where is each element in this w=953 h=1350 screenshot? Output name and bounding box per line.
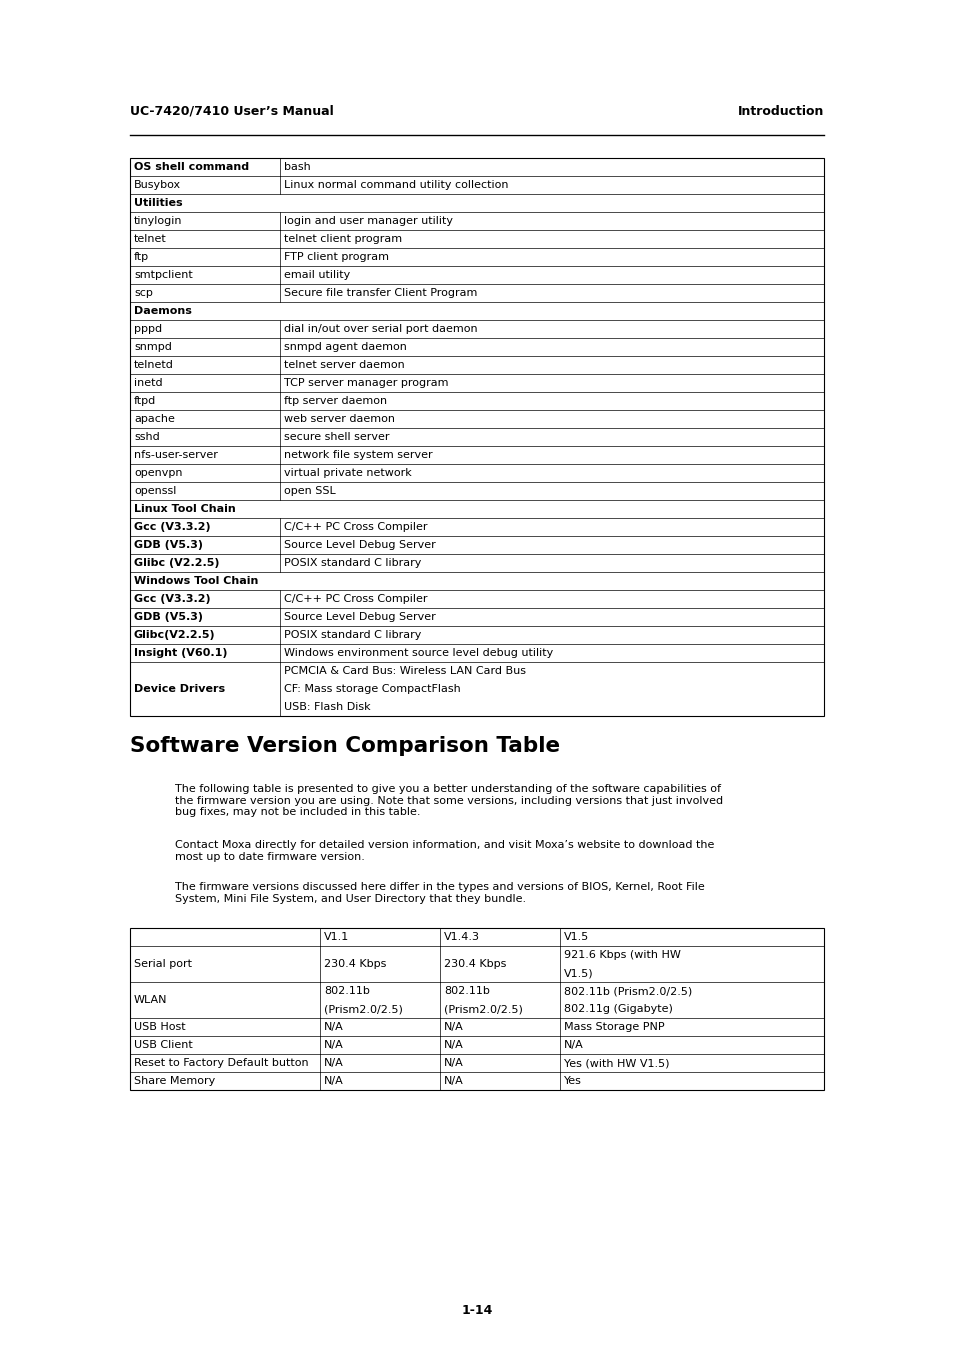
Text: N/A: N/A (324, 1022, 343, 1031)
Text: Busybox: Busybox (133, 180, 181, 190)
Text: nfs-user-server: nfs-user-server (133, 450, 217, 460)
Text: 802.11b: 802.11b (324, 986, 370, 996)
Text: Glibc(V2.2.5): Glibc(V2.2.5) (133, 630, 215, 640)
Text: virtual private network: virtual private network (284, 468, 412, 478)
Text: N/A: N/A (324, 1076, 343, 1085)
Text: CF: Mass storage CompactFlash: CF: Mass storage CompactFlash (284, 684, 460, 694)
Text: telnet client program: telnet client program (284, 234, 402, 244)
Text: FTP client program: FTP client program (284, 252, 389, 262)
Text: smtpclient: smtpclient (133, 270, 193, 279)
Text: telnet: telnet (133, 234, 167, 244)
Text: ftp: ftp (133, 252, 149, 262)
Text: 921.6 Kbps (with HW: 921.6 Kbps (with HW (563, 950, 680, 960)
Text: telnet server daemon: telnet server daemon (284, 360, 404, 370)
Text: Yes: Yes (563, 1076, 581, 1085)
Text: (Prism2.0/2.5): (Prism2.0/2.5) (324, 1004, 402, 1014)
Text: Introduction: Introduction (737, 105, 823, 117)
Text: apache: apache (133, 414, 174, 424)
Text: Yes (with HW V1.5): Yes (with HW V1.5) (563, 1058, 669, 1068)
Text: telnetd: telnetd (133, 360, 173, 370)
Bar (130, 927, 823, 1089)
Text: 230.4 Kbps: 230.4 Kbps (324, 958, 386, 969)
Text: pppd: pppd (133, 324, 162, 333)
Text: The following table is presented to give you a better understanding of the softw: The following table is presented to give… (174, 784, 722, 817)
Text: dial in/out over serial port daemon: dial in/out over serial port daemon (284, 324, 477, 333)
Text: Contact Moxa directly for detailed version information, and visit Moxa’s website: Contact Moxa directly for detailed versi… (174, 840, 714, 861)
Text: secure shell server: secure shell server (284, 432, 389, 441)
Text: N/A: N/A (443, 1040, 463, 1050)
Text: 1-14: 1-14 (461, 1304, 492, 1316)
Text: Gcc (V3.3.2): Gcc (V3.3.2) (133, 522, 211, 532)
Text: N/A: N/A (324, 1058, 343, 1068)
Text: web server daemon: web server daemon (284, 414, 395, 424)
Text: N/A: N/A (443, 1076, 463, 1085)
Text: GDB (V5.3): GDB (V5.3) (133, 540, 203, 549)
Text: Mass Storage PNP: Mass Storage PNP (563, 1022, 664, 1031)
Text: 802.11b (Prism2.0/2.5): 802.11b (Prism2.0/2.5) (563, 986, 692, 996)
Text: USB: Flash Disk: USB: Flash Disk (284, 702, 370, 711)
Text: Utilities: Utilities (133, 198, 182, 208)
Text: Source Level Debug Server: Source Level Debug Server (284, 612, 436, 622)
Text: N/A: N/A (563, 1040, 583, 1050)
Text: Glibc (V2.2.5): Glibc (V2.2.5) (133, 558, 219, 568)
Text: Windows Tool Chain: Windows Tool Chain (133, 576, 258, 586)
Text: WLAN: WLAN (133, 995, 168, 1004)
Text: PCMCIA & Card Bus: Wireless LAN Card Bus: PCMCIA & Card Bus: Wireless LAN Card Bus (284, 666, 525, 676)
Text: openssl: openssl (133, 486, 176, 495)
Bar (130, 158, 823, 716)
Text: N/A: N/A (443, 1058, 463, 1068)
Text: C/C++ PC Cross Compiler: C/C++ PC Cross Compiler (284, 594, 427, 603)
Text: USB Client: USB Client (133, 1040, 193, 1050)
Text: POSIX standard C library: POSIX standard C library (284, 630, 421, 640)
Text: Share Memory: Share Memory (133, 1076, 215, 1085)
Text: Reset to Factory Default button: Reset to Factory Default button (133, 1058, 309, 1068)
Text: N/A: N/A (443, 1022, 463, 1031)
Text: tinylogin: tinylogin (133, 216, 182, 225)
Text: GDB (V5.3): GDB (V5.3) (133, 612, 203, 622)
Text: bash: bash (284, 162, 311, 171)
Text: V1.5: V1.5 (563, 931, 589, 942)
Text: snmpd agent daemon: snmpd agent daemon (284, 342, 406, 352)
Text: 802.11g (Gigabyte): 802.11g (Gigabyte) (563, 1004, 672, 1014)
Text: OS shell command: OS shell command (133, 162, 249, 171)
Text: sshd: sshd (133, 432, 159, 441)
Text: (Prism2.0/2.5): (Prism2.0/2.5) (443, 1004, 522, 1014)
Text: Linux normal command utility collection: Linux normal command utility collection (284, 180, 508, 190)
Text: Device Drivers: Device Drivers (133, 684, 225, 694)
Text: network file system server: network file system server (284, 450, 432, 460)
Text: V1.1: V1.1 (324, 931, 349, 942)
Text: POSIX standard C library: POSIX standard C library (284, 558, 421, 568)
Text: snmpd: snmpd (133, 342, 172, 352)
Text: V1.4.3: V1.4.3 (443, 931, 479, 942)
Text: 230.4 Kbps: 230.4 Kbps (443, 958, 506, 969)
Text: Software Version Comparison Table: Software Version Comparison Table (130, 736, 559, 756)
Text: inetd: inetd (133, 378, 162, 387)
Text: scp: scp (133, 288, 152, 298)
Text: The firmware versions discussed here differ in the types and versions of BIOS, K: The firmware versions discussed here dif… (174, 882, 704, 903)
Text: N/A: N/A (324, 1040, 343, 1050)
Text: UC-7420/7410 User’s Manual: UC-7420/7410 User’s Manual (130, 105, 334, 117)
Text: Daemons: Daemons (133, 306, 192, 316)
Text: login and user manager utility: login and user manager utility (284, 216, 453, 225)
Text: Gcc (V3.3.2): Gcc (V3.3.2) (133, 594, 211, 603)
Text: Windows environment source level debug utility: Windows environment source level debug u… (284, 648, 553, 657)
Text: USB Host: USB Host (133, 1022, 186, 1031)
Text: open SSL: open SSL (284, 486, 335, 495)
Text: Serial port: Serial port (133, 958, 192, 969)
Text: Source Level Debug Server: Source Level Debug Server (284, 540, 436, 549)
Text: openvpn: openvpn (133, 468, 182, 478)
Text: Secure file transfer Client Program: Secure file transfer Client Program (284, 288, 476, 298)
Text: Linux Tool Chain: Linux Tool Chain (133, 504, 235, 514)
Text: V1.5): V1.5) (563, 968, 593, 977)
Text: TCP server manager program: TCP server manager program (284, 378, 448, 387)
Text: ftp server daemon: ftp server daemon (284, 396, 387, 406)
Text: email utility: email utility (284, 270, 350, 279)
Text: Insight (V60.1): Insight (V60.1) (133, 648, 227, 657)
Text: C/C++ PC Cross Compiler: C/C++ PC Cross Compiler (284, 522, 427, 532)
Text: 802.11b: 802.11b (443, 986, 489, 996)
Text: ftpd: ftpd (133, 396, 156, 406)
